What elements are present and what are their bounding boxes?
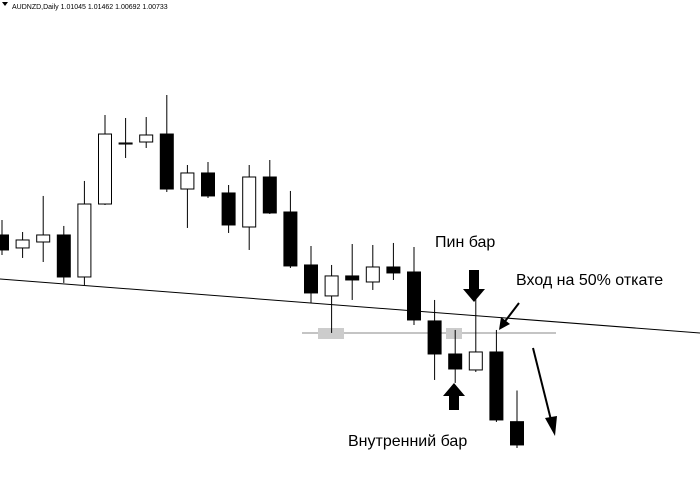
candle-body bbox=[324, 275, 339, 297]
candle-body bbox=[201, 172, 215, 197]
candle-body bbox=[118, 142, 133, 145]
candle-body bbox=[77, 203, 92, 278]
up-arrow bbox=[443, 383, 465, 410]
direction-arrow-head bbox=[545, 416, 557, 436]
candle-body bbox=[56, 234, 71, 278]
candle-body bbox=[15, 239, 30, 249]
candle-body bbox=[427, 320, 442, 355]
candle-body bbox=[345, 275, 360, 281]
candle-body bbox=[98, 133, 112, 205]
candle-body bbox=[448, 353, 463, 370]
candle-body bbox=[304, 264, 318, 294]
candle-body bbox=[386, 266, 401, 274]
candle-body bbox=[489, 351, 504, 421]
entry-arrow bbox=[502, 302, 520, 325]
chart-header: AUDNZD,Daily 1.01045 1.01462 1.00692 1.0… bbox=[12, 4, 168, 11]
candle-body bbox=[159, 133, 174, 190]
annotation: Внутренний бар bbox=[348, 433, 467, 450]
candle-body bbox=[365, 266, 380, 283]
candle-body bbox=[283, 211, 298, 267]
candle-body bbox=[221, 192, 236, 226]
highlight bbox=[318, 328, 344, 339]
entry-arrow-head bbox=[499, 317, 510, 330]
highlight bbox=[446, 328, 462, 339]
annotation: Пин бар bbox=[435, 234, 495, 251]
candle-body bbox=[510, 421, 524, 446]
trend-line bbox=[0, 278, 700, 334]
candle-body bbox=[0, 234, 9, 251]
candle-body bbox=[407, 271, 421, 321]
candles bbox=[0, 95, 524, 448]
direction-arrow bbox=[532, 347, 552, 421]
menu-arrow bbox=[2, 2, 8, 6]
candle-body bbox=[468, 351, 483, 371]
candle-body bbox=[180, 172, 195, 190]
down-arrow bbox=[463, 270, 485, 302]
candle-body bbox=[139, 134, 154, 143]
candle-body bbox=[36, 234, 51, 243]
candle-body bbox=[242, 176, 257, 228]
candle-body bbox=[262, 176, 277, 214]
annotation: Вход на 50% откате bbox=[516, 272, 663, 289]
